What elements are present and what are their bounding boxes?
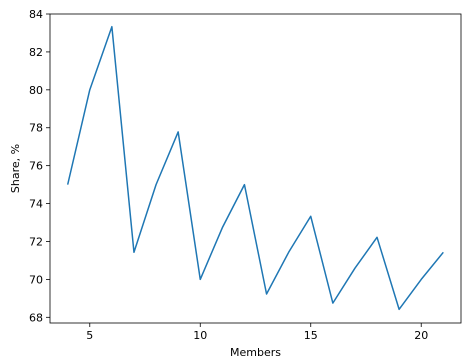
x-tick-label: 15: [304, 329, 318, 342]
series-line: [66, 25, 444, 311]
x-axis: 5 10 15 20: [86, 323, 428, 342]
y-tick-label: 76: [29, 160, 43, 173]
y-tick-label: 74: [29, 198, 43, 211]
y-tick-label: 68: [29, 311, 43, 324]
y-axis-label: Share, %: [9, 144, 22, 193]
y-tick-label: 72: [29, 235, 43, 248]
y-tick-label: 80: [29, 84, 43, 97]
plot-area: [49, 13, 462, 324]
y-tick-label: 70: [29, 273, 43, 286]
x-tick-label: 5: [86, 329, 93, 342]
y-tick-label: 84: [29, 8, 43, 21]
y-tick-label: 82: [29, 46, 43, 59]
y-axis: 68 70 72 74 76 78 80 82 84: [29, 8, 50, 324]
x-axis-label: Members: [230, 346, 281, 359]
plot-frame: [49, 13, 462, 324]
y-tick-label: 78: [29, 122, 43, 135]
series-layer: [66, 25, 444, 311]
x-tick-label: 10: [193, 329, 207, 342]
x-tick-label: 20: [414, 329, 428, 342]
